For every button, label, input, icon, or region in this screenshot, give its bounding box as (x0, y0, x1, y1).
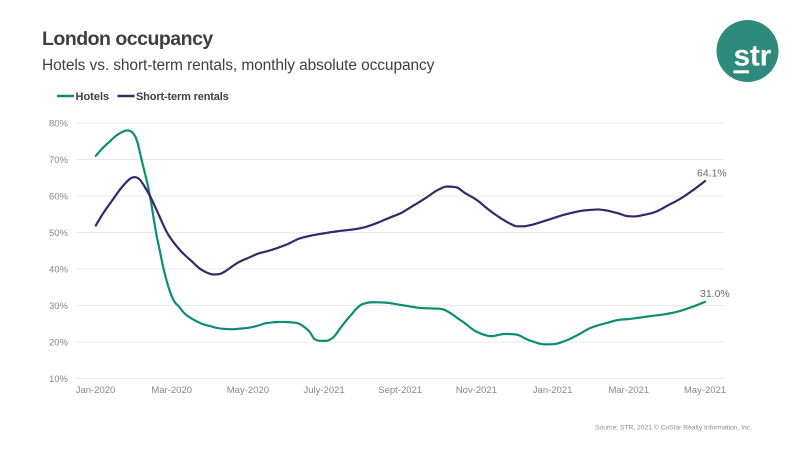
svg-text:50%: 50% (49, 228, 69, 239)
svg-text:str: str (734, 39, 772, 72)
svg-text:Hotels: Hotels (76, 91, 110, 103)
svg-text:Source: STR, 2021 © CoStar Rea: Source: STR, 2021 © CoStar Realty Inform… (595, 424, 752, 432)
svg-text:Nov-2021: Nov-2021 (456, 385, 497, 396)
svg-text:60%: 60% (49, 191, 69, 202)
svg-text:Short-term rentals: Short-term rentals (136, 91, 229, 103)
svg-text:20%: 20% (49, 337, 69, 348)
svg-text:30%: 30% (49, 301, 69, 312)
svg-text:Jan-2020: Jan-2020 (76, 385, 116, 396)
svg-text:Mar-2021: Mar-2021 (608, 385, 649, 396)
svg-text:May-2021: May-2021 (684, 385, 726, 396)
svg-text:31.0%: 31.0% (700, 288, 730, 300)
svg-text:80%: 80% (49, 118, 69, 129)
svg-text:Mar-2020: Mar-2020 (151, 385, 192, 396)
svg-text:64.1%: 64.1% (697, 168, 727, 180)
svg-text:London occupancy: London occupancy (42, 28, 213, 50)
svg-text:May-2020: May-2020 (227, 385, 269, 396)
svg-text:10%: 10% (49, 374, 69, 385)
svg-text:Jan-2021: Jan-2021 (533, 385, 573, 396)
svg-text:July-2021: July-2021 (303, 385, 344, 396)
svg-text:40%: 40% (49, 264, 69, 275)
svg-text:Sept-2021: Sept-2021 (378, 385, 422, 396)
svg-text:Hotels vs. short-term rentals,: Hotels vs. short-term rentals, monthly a… (42, 57, 435, 74)
svg-text:70%: 70% (49, 155, 69, 166)
